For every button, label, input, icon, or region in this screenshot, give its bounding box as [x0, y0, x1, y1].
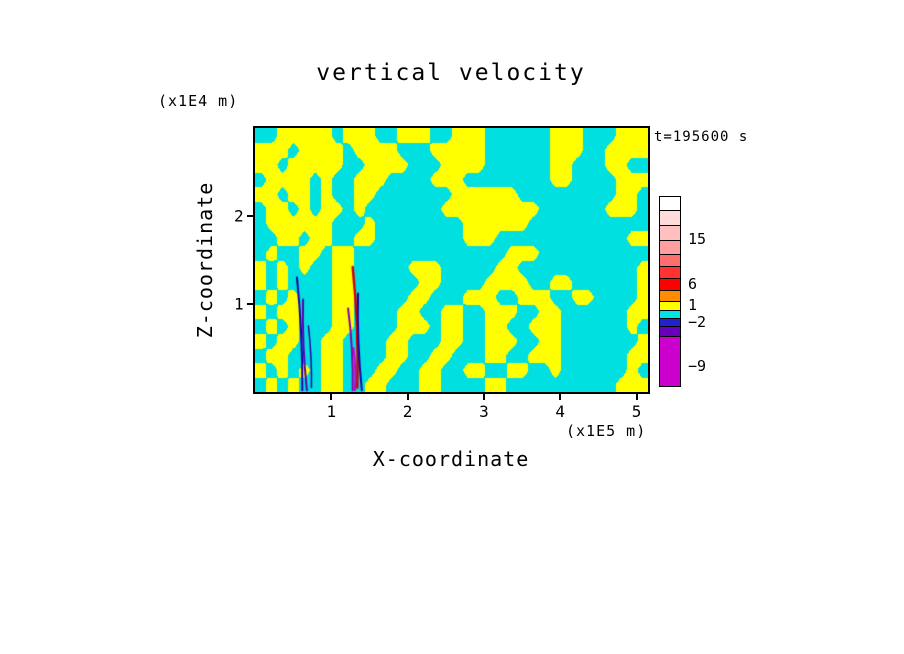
x-axis-label: X-coordinate	[372, 447, 530, 471]
x-tick-label: 4	[555, 402, 566, 421]
x-tick-label: 2	[402, 402, 413, 421]
x-tick	[330, 394, 333, 400]
colorbar-segment	[660, 278, 680, 290]
colorbar-segment	[660, 240, 680, 254]
colorbar-segment	[660, 336, 680, 386]
colorbar-segment	[660, 310, 680, 318]
x-tick-label: 3	[479, 402, 489, 421]
y-tick-label: 2	[234, 206, 244, 226]
heatmap-canvas	[255, 128, 648, 392]
colorbar-label: 1	[688, 295, 698, 314]
colorbar-label: 6	[688, 274, 698, 293]
colorbar-segment	[660, 225, 680, 240]
colorbar-segment	[660, 266, 680, 278]
colorbar-segment	[660, 290, 680, 301]
y-axis-label: Z-coordinate	[193, 181, 217, 339]
x-tick-label: 5	[631, 402, 642, 421]
colorbar-label: −9	[688, 357, 707, 376]
colorbar-segment	[660, 318, 680, 326]
colorbar-segment	[660, 254, 680, 266]
colorbar-segment	[660, 326, 680, 336]
plot-frame	[253, 126, 650, 394]
y-tick-label: 1	[234, 294, 244, 314]
y-tick	[247, 215, 253, 217]
colorbar-label: 15	[688, 229, 707, 248]
colorbar	[659, 196, 681, 387]
x-tick	[635, 394, 638, 400]
colorbar-segment	[660, 301, 680, 310]
time-annotation: t=195600 s	[654, 129, 749, 145]
colorbar-segment	[660, 210, 680, 225]
colorbar-label: −2	[688, 312, 707, 331]
x-tick	[406, 394, 409, 400]
x-axis-unit: (x1E5 m)	[566, 422, 647, 440]
y-tick	[247, 303, 253, 305]
colorbar-segment	[660, 197, 680, 210]
chart-title: vertical velocity	[316, 60, 586, 86]
x-tick	[482, 394, 485, 400]
x-tick-label: 1	[326, 402, 337, 421]
x-tick	[559, 394, 562, 400]
y-axis-unit: (x1E4 m)	[158, 92, 239, 110]
